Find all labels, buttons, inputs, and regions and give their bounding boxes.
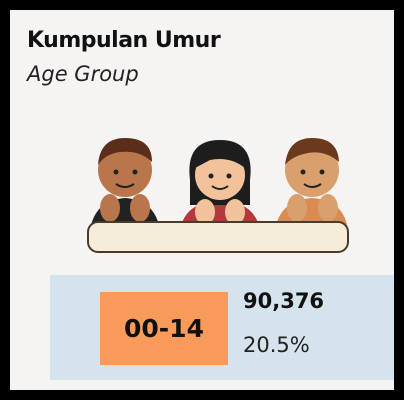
children-illustration xyxy=(87,138,349,253)
population-count: 90,376 xyxy=(243,289,325,313)
title: Kumpulan Umur xyxy=(27,28,221,53)
population-percent: 20.5% xyxy=(243,333,310,357)
stat-band: 00-14 90,376 20.5% xyxy=(50,275,394,380)
subtitle: Age Group xyxy=(27,62,139,86)
age-group-card: Kumpulan Umur Age Group 00-14 90,376 20.… xyxy=(10,10,394,390)
age-range-label: 00-14 xyxy=(100,292,228,365)
